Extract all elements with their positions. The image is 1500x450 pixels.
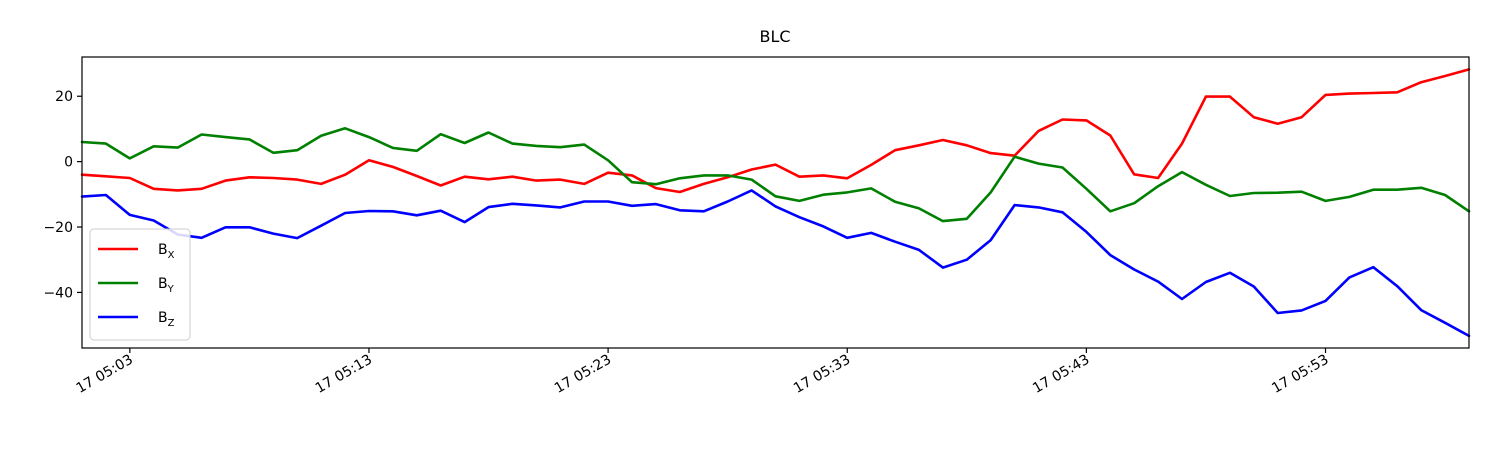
legend-label-subscript: Y [167,284,175,295]
series-line-bz [80,189,1471,338]
y-tick-label: −40 [43,285,73,301]
plot-frame [81,56,1470,349]
legend-label-subscript: X [168,250,175,261]
y-tick-label: 0 [64,155,73,171]
x-tick-label: 17 05:13 [313,352,375,397]
chart-title: BLC [759,27,790,46]
axes: −40 −20 0 20 17 05:03 17 05:13 17 05:23 17 05:3… [43,89,1331,397]
x-tick-label: 17 05:33 [791,352,853,397]
x-tick-label: 17 05:03 [74,352,136,397]
x-tick-label: 17 05:53 [1269,352,1331,397]
series-line-bx [80,68,1471,194]
plot-area [80,68,1471,338]
y-tick-label: 20 [55,89,73,105]
x-tick-label: 17 05:43 [1030,352,1092,397]
legend-label-subscript: Z [168,318,175,329]
y-tick-label: −20 [43,220,73,236]
series-line-by [80,127,1471,223]
x-tick-label: 17 05:23 [552,352,614,397]
legend-box [89,228,191,341]
